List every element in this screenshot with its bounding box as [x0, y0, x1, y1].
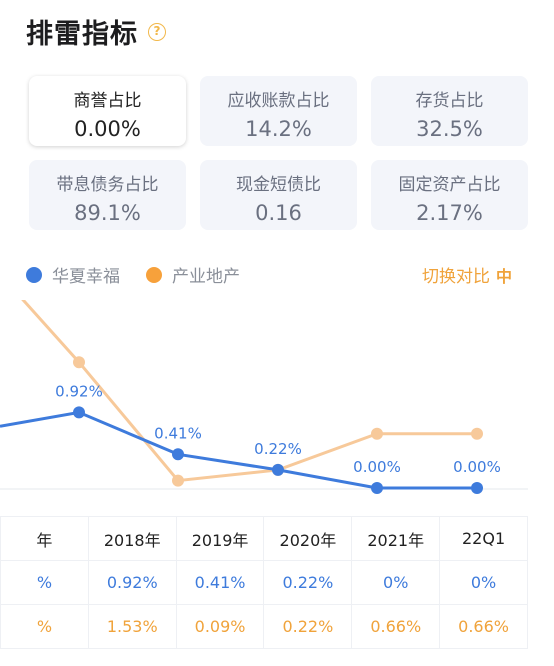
table-cell: 0.41%: [175, 560, 265, 605]
chart-legend: 华夏幸福 产业地产: [26, 262, 266, 287]
data-label: 0.41%: [154, 424, 202, 442]
data-point[interactable]: [73, 406, 85, 419]
legend-label-industry: 产业地产: [172, 267, 240, 287]
table-row-industry: % 1.53% 0.09% 0.22% 0.66% 0.66%: [0, 604, 528, 649]
card-label: 带息债务占比: [56, 175, 159, 195]
data-label: 0.00%: [353, 458, 401, 476]
title-row: 排雷指标 ?: [26, 12, 166, 51]
legend-dot-icon: [26, 266, 42, 283]
card-interest-debt[interactable]: 带息债务占比 89.1%: [29, 160, 186, 230]
data-point[interactable]: [471, 427, 483, 440]
card-label: 商誉占比: [73, 91, 142, 111]
legend-item-company[interactable]: 华夏幸福: [26, 262, 120, 287]
data-point[interactable]: [73, 356, 85, 369]
card-value: 89.1%: [74, 201, 141, 225]
switch-label: 切换对比: [421, 267, 490, 287]
table-cell: 年: [0, 516, 89, 561]
table-cell: 2020年: [263, 516, 353, 561]
data-point[interactable]: [172, 474, 184, 487]
series-line-industry: [21, 300, 477, 483]
line-chart: 0.92% 0.41% 0.22% 0.00% 0.00%: [0, 300, 528, 494]
card-value: 0.16: [255, 201, 302, 225]
card-value: 2.17%: [416, 201, 483, 225]
data-label: 0.00%: [453, 458, 501, 476]
table-cell: 2021年: [351, 516, 441, 561]
legend-dot-icon: [146, 266, 162, 283]
data-point[interactable]: [172, 448, 184, 461]
table-cell: 0.09%: [175, 604, 265, 649]
card-label: 固定资产占比: [398, 175, 501, 195]
data-label: 0.92%: [55, 382, 103, 400]
card-label: 存货占比: [415, 91, 484, 111]
card-cash-short-debt[interactable]: 现金短债比 0.16: [200, 160, 357, 230]
card-label: 应收账款占比: [227, 91, 330, 111]
table-cell: 1.53%: [87, 604, 177, 649]
switch-compare-button[interactable]: 切换对比 中: [421, 262, 512, 288]
table-cell: 22Q1: [439, 516, 528, 561]
card-value: 14.2%: [245, 117, 312, 141]
card-goodwill[interactable]: 商誉占比 0.00%: [29, 76, 186, 146]
table-row-company: % 0.92% 0.41% 0.22% 0% 0%: [0, 560, 528, 605]
legend-item-industry[interactable]: 产业地产: [146, 262, 240, 287]
table-cell: 0%: [351, 560, 441, 605]
table-cell: 0%: [439, 560, 528, 605]
page-title: 排雷指标: [26, 19, 138, 50]
table-cell: 0.66%: [439, 604, 528, 649]
card-inventory[interactable]: 存货占比 32.5%: [371, 76, 528, 146]
card-fixed-assets[interactable]: 固定资产占比 2.17%: [371, 160, 528, 230]
card-receivables[interactable]: 应收账款占比 14.2%: [200, 76, 357, 146]
data-point[interactable]: [471, 482, 483, 494]
card-value: 0.00%: [74, 117, 141, 141]
table-cell: %: [0, 560, 89, 605]
table-cell: %: [0, 604, 89, 649]
table-header-row: 年 2018年 2019年 2020年 2021年 22Q1: [0, 516, 528, 561]
table-cell: 2019年: [175, 516, 265, 561]
table-cell: 0.22%: [263, 560, 353, 605]
table-cell: 2018年: [87, 516, 177, 561]
help-icon[interactable]: ?: [148, 22, 166, 41]
legend-label-company: 华夏幸福: [52, 267, 120, 287]
data-label: 0.22%: [254, 440, 302, 458]
data-point[interactable]: [272, 463, 284, 476]
card-label: 现金短债比: [236, 175, 321, 195]
data-point[interactable]: [371, 427, 383, 440]
table-cell: 0.22%: [263, 604, 353, 649]
data-table: 年 2018年 2019年 2020年 2021年 22Q1 % 0.92% 0…: [0, 516, 528, 649]
table-cell: 0.66%: [351, 604, 441, 649]
card-value: 32.5%: [416, 117, 483, 141]
table-cell: 0.92%: [87, 560, 177, 605]
switch-icon: 中: [495, 266, 512, 286]
series-line-company: [0, 410, 477, 490]
data-point[interactable]: [371, 482, 383, 494]
